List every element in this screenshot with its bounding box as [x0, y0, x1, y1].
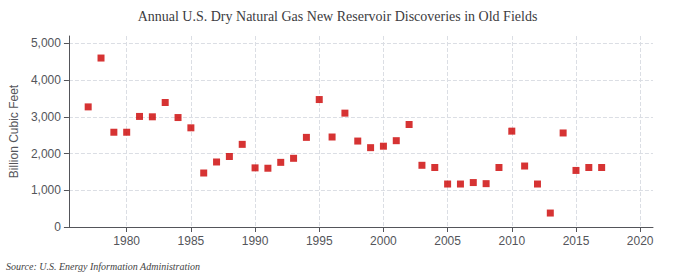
svg-text:1990: 1990 [242, 234, 269, 248]
svg-text:Annual U.S. Dry Natural Gas Ne: Annual U.S. Dry Natural Gas New Reservoi… [138, 9, 538, 24]
svg-text:1995: 1995 [306, 234, 333, 248]
svg-text:Billion Cubic Feet: Billion Cubic Feet [7, 84, 21, 178]
svg-text:0: 0 [54, 220, 61, 234]
svg-text:2,000: 2,000 [31, 147, 61, 161]
svg-text:5,000: 5,000 [31, 36, 61, 50]
svg-text:1,000: 1,000 [31, 183, 61, 197]
svg-text:4,000: 4,000 [31, 73, 61, 87]
svg-text:2015: 2015 [563, 234, 590, 248]
svg-text:2005: 2005 [434, 234, 461, 248]
svg-text:Source: U.S. Energy Informatio: Source: U.S. Energy Information Administ… [6, 261, 200, 272]
svg-text:1980: 1980 [113, 234, 140, 248]
svg-text:2010: 2010 [498, 234, 525, 248]
svg-text:3,000: 3,000 [31, 110, 61, 124]
svg-text:2020: 2020 [627, 234, 654, 248]
svg-text:1985: 1985 [178, 234, 205, 248]
svg-text:2000: 2000 [370, 234, 397, 248]
